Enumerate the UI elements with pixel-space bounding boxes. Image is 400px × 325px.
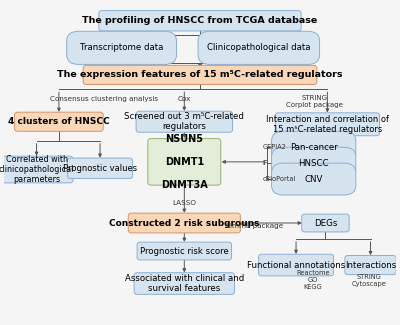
- FancyBboxPatch shape: [99, 11, 301, 31]
- Text: STRING
Corplot package: STRING Corplot package: [286, 96, 343, 109]
- Text: Cox: Cox: [178, 96, 191, 102]
- Text: DEGs: DEGs: [314, 218, 337, 227]
- FancyBboxPatch shape: [83, 65, 317, 84]
- Text: cBioPortal: cBioPortal: [263, 176, 296, 182]
- FancyBboxPatch shape: [137, 242, 232, 260]
- FancyBboxPatch shape: [0, 156, 73, 183]
- Text: LASSO: LASSO: [172, 200, 196, 206]
- Text: The profiling of HNSCC from TCGA database: The profiling of HNSCC from TCGA databas…: [82, 16, 318, 25]
- FancyBboxPatch shape: [128, 213, 240, 233]
- Text: GEPIA2: GEPIA2: [263, 144, 286, 150]
- Text: 4 clusters of HNSCC: 4 clusters of HNSCC: [8, 117, 110, 126]
- Text: Reactome
GO
KEGG: Reactome GO KEGG: [296, 270, 330, 290]
- FancyBboxPatch shape: [345, 255, 396, 275]
- Text: Clinicopathological data: Clinicopathological data: [207, 43, 310, 52]
- Text: Correlated with
clinicopathological
parameters: Correlated with clinicopathological para…: [0, 155, 74, 184]
- FancyBboxPatch shape: [148, 138, 221, 185]
- Text: Interaction and correlation of
15 m⁵C-related regulators: Interaction and correlation of 15 m⁵C-re…: [266, 115, 389, 134]
- Text: CNV: CNV: [304, 175, 323, 184]
- Text: Limma package: Limma package: [226, 223, 284, 228]
- FancyBboxPatch shape: [275, 113, 380, 136]
- Text: Interactions: Interactions: [345, 261, 396, 269]
- Text: Constructed 2 risk subgroups: Constructed 2 risk subgroups: [109, 218, 260, 227]
- Text: The expression features of 15 m⁵C-related regulators: The expression features of 15 m⁵C-relate…: [57, 71, 343, 79]
- Text: Consensus clustering analysis: Consensus clustering analysis: [50, 96, 158, 102]
- FancyBboxPatch shape: [272, 147, 356, 179]
- Text: STRING
Cytoscape: STRING Cytoscape: [352, 274, 386, 287]
- Text: IF: IF: [263, 160, 268, 166]
- FancyBboxPatch shape: [68, 158, 132, 178]
- FancyBboxPatch shape: [136, 111, 232, 132]
- Text: Prognostic risk score: Prognostic risk score: [140, 247, 229, 255]
- FancyBboxPatch shape: [272, 131, 356, 163]
- Text: Associated with clinical and
survival features: Associated with clinical and survival fe…: [125, 274, 244, 293]
- Text: NSUN5

DNMT1

DNMT3A: NSUN5 DNMT1 DNMT3A: [161, 134, 208, 190]
- FancyBboxPatch shape: [67, 31, 176, 64]
- Text: HNSCC: HNSCC: [298, 159, 329, 168]
- Text: Pan-cancer: Pan-cancer: [290, 143, 338, 152]
- FancyBboxPatch shape: [302, 214, 349, 232]
- FancyBboxPatch shape: [14, 112, 103, 131]
- FancyBboxPatch shape: [134, 273, 234, 294]
- Text: Screened out 3 m⁵C-related
regulators: Screened out 3 m⁵C-related regulators: [124, 112, 244, 131]
- FancyBboxPatch shape: [272, 163, 356, 195]
- FancyBboxPatch shape: [259, 254, 334, 276]
- Text: Transcriptome data: Transcriptome data: [80, 43, 163, 52]
- Text: Prognostic values: Prognostic values: [63, 164, 137, 173]
- FancyBboxPatch shape: [198, 31, 320, 64]
- Text: Functional annotations: Functional annotations: [247, 261, 345, 269]
